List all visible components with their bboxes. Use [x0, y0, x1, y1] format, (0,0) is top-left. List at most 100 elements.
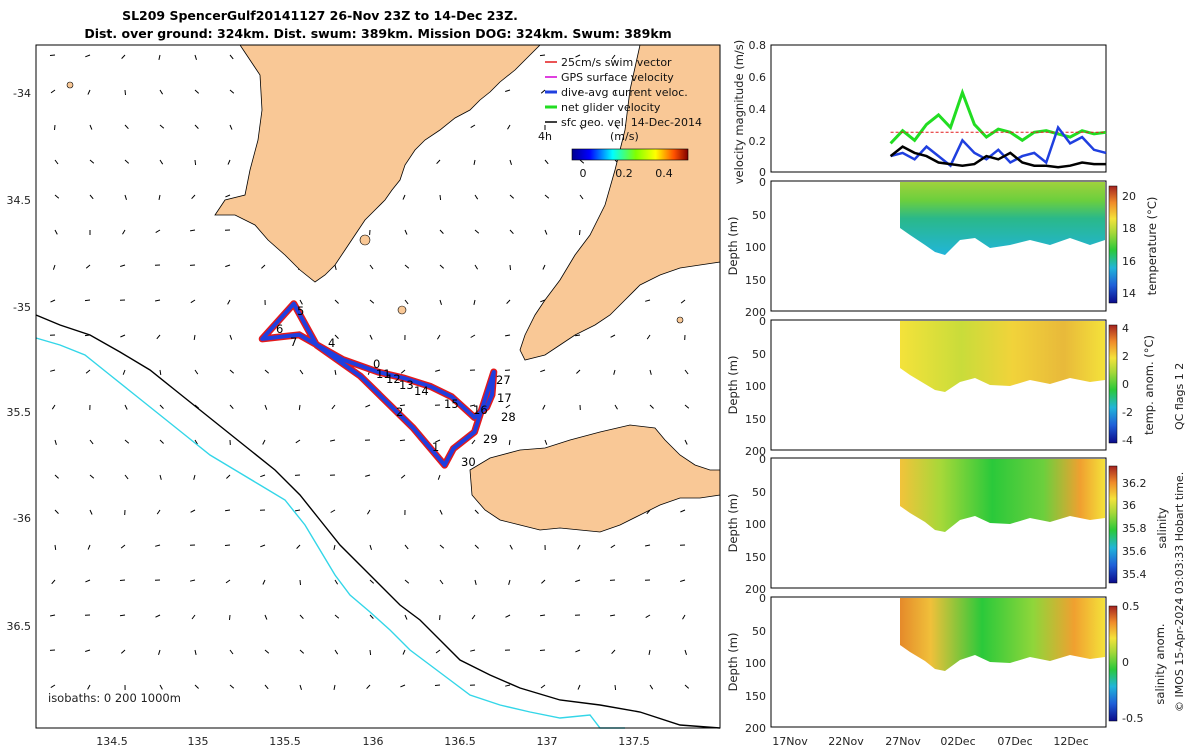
- current-arrow: [227, 159, 231, 165]
- current-arrow: [439, 579, 444, 585]
- current-arrow: [87, 684, 91, 690]
- colorbar-unit: (m/s): [610, 130, 639, 143]
- y-tick-label: 0: [759, 592, 766, 605]
- current-arrow: [645, 614, 651, 619]
- current-arrow: [54, 439, 57, 445]
- current-arrow: [400, 369, 406, 374]
- current-arrow: [224, 544, 231, 546]
- x-tick-label: 137.5: [618, 735, 650, 748]
- y-tick-label: -36: [13, 512, 31, 525]
- y-tick-label: 0: [759, 453, 766, 466]
- legend-item: net glider velocity: [561, 101, 661, 114]
- current-arrow: [436, 334, 441, 340]
- current-arrow: [577, 89, 581, 95]
- salinity-colorbar: [1108, 465, 1118, 584]
- current-arrow: [89, 159, 95, 164]
- depth-ylabel: Depth (m): [726, 356, 740, 415]
- current-arrow: [159, 159, 164, 165]
- current-arrow: [159, 404, 164, 409]
- current-arrow: [435, 369, 441, 372]
- current-arrow: [577, 544, 581, 550]
- current-arrow: [156, 509, 161, 515]
- current-arrow: [122, 229, 126, 235]
- colorbar-tick: 16: [1122, 255, 1136, 268]
- current-arrow: [439, 264, 445, 269]
- current-arrow: [54, 544, 57, 550]
- track-label: 29: [483, 432, 498, 446]
- current-arrow: [264, 684, 269, 690]
- current-arrow: [330, 509, 336, 513]
- current-arrow: [54, 124, 56, 131]
- current-arrow: [229, 684, 235, 689]
- current-arrow: [334, 579, 339, 585]
- island: [676, 316, 684, 324]
- current-arrow: [85, 369, 91, 374]
- current-arrow: [260, 544, 266, 548]
- current-arrow: [579, 229, 581, 236]
- y-tick-label: 0: [759, 315, 766, 328]
- x-tick-label: 136.5: [444, 735, 476, 748]
- current-arrow: [684, 404, 690, 409]
- current-arrow: [399, 404, 406, 407]
- current-arrow: [54, 194, 60, 199]
- track-label: 6: [276, 322, 283, 336]
- current-arrow: [124, 439, 130, 444]
- current-arrow: [402, 649, 406, 655]
- current-arrow: [194, 439, 198, 445]
- glider-track-current: [260, 301, 496, 468]
- current-arrow: [54, 474, 59, 479]
- current-arrow: [87, 89, 91, 95]
- current-arrow: [435, 439, 441, 443]
- current-arrow: [544, 159, 549, 165]
- current-arrow: [404, 299, 409, 305]
- current-arrow: [119, 614, 126, 617]
- current-arrow: [158, 194, 161, 200]
- x-tick-label: 135: [188, 735, 209, 748]
- current-arrow: [49, 54, 56, 56]
- current-arrow: [226, 474, 231, 479]
- current-arrow: [122, 369, 126, 375]
- time-tick-label: 12Dec: [1053, 735, 1088, 748]
- chart-title-line1: SL209 SpencerGulf20141127 26-Nov 23Z to …: [122, 8, 518, 23]
- current-arrow: [334, 649, 339, 655]
- current-arrow: [299, 369, 304, 375]
- current-arrow: [469, 404, 476, 407]
- current-arrow: [299, 579, 301, 586]
- island: [66, 81, 74, 89]
- current-arrow: [400, 474, 406, 479]
- current-arrow: [190, 229, 196, 232]
- current-arrow: [404, 579, 410, 584]
- y-tick-label: 50: [752, 486, 766, 499]
- y-tick-label: 150: [745, 690, 766, 703]
- current-arrow: [611, 54, 616, 60]
- y-tick-label: 50: [752, 348, 766, 361]
- current-arrow: [229, 54, 234, 60]
- current-arrow: [51, 579, 56, 585]
- current-arrow: [614, 684, 617, 691]
- current-arrow: [404, 229, 408, 235]
- current-arrow: [439, 229, 444, 234]
- legend-item: dive-avg current veloc.: [561, 86, 688, 99]
- track-label: 30: [461, 455, 476, 469]
- current-arrow: [509, 544, 513, 550]
- current-arrow: [541, 579, 546, 584]
- current-arrow: [334, 264, 337, 271]
- current-arrow: [299, 684, 302, 690]
- temperature-colorbar: [1108, 185, 1118, 304]
- current-vector-field: [49, 54, 690, 691]
- current-arrow: [439, 299, 442, 305]
- current-arrow: [264, 369, 270, 374]
- current-arrow: [575, 649, 581, 653]
- track-label: 17: [497, 391, 512, 405]
- velocity-series-line: [889, 88, 1107, 145]
- current-arrow: [296, 544, 301, 549]
- current-arrow: [507, 124, 511, 130]
- current-arrow: [225, 509, 231, 512]
- current-arrow: [610, 614, 616, 617]
- current-arrow: [680, 509, 686, 513]
- current-arrow: [577, 684, 581, 690]
- current-arrow: [540, 369, 546, 373]
- current-arrow: [229, 649, 234, 655]
- current-arrow: [474, 509, 479, 514]
- current-arrow: [437, 474, 441, 480]
